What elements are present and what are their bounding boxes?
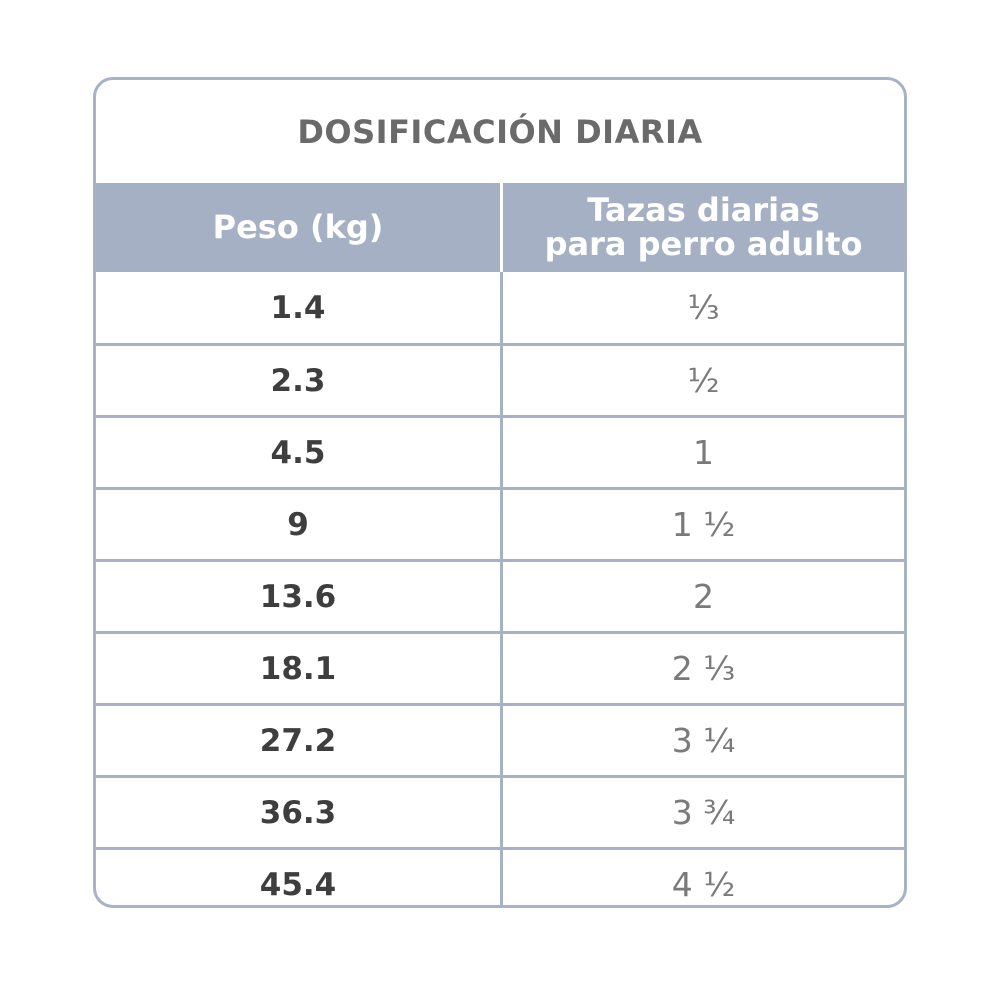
weight-cell: 2.3 [270, 362, 326, 399]
weight-cell: 9 [287, 506, 309, 543]
cups-cell: 1 [500, 418, 904, 487]
dosage-table-card: DOSIFICACIÓN DIARIA Peso (kg) Tazas diar… [93, 77, 907, 908]
weight-cell: 1.4 [270, 289, 326, 326]
header-weight: Peso (kg) [212, 207, 384, 246]
table-row: 36.3 3 ¾ [96, 775, 904, 847]
weight-cell: 45.4 [259, 866, 337, 903]
table-row: 18.1 2 ⅓ [96, 631, 904, 703]
table-row: 2.3 ½ [96, 343, 904, 415]
cups-cell: 2 ⅓ [500, 634, 904, 703]
table-body: 1.4 ⅓ 2.3 ½ 4.5 1 9 1 ½ 13.6 2 18.1 2 ⅓ … [96, 272, 904, 905]
cups-cell: ½ [500, 346, 904, 415]
table-row: 13.6 2 [96, 559, 904, 631]
weight-cell: 36.3 [259, 794, 337, 831]
header-cups-line2: para perro adulto [544, 224, 863, 263]
weight-cell: 18.1 [259, 650, 337, 687]
table-row: 4.5 1 [96, 415, 904, 487]
cups-cell: 3 ¼ [500, 706, 904, 775]
table-header-row: Peso (kg) Tazas diarias para perro adult… [96, 183, 904, 272]
weight-cell: 27.2 [259, 722, 337, 759]
header-cups: Tazas diarias para perro adulto [500, 183, 904, 272]
cups-cell: 3 ¾ [500, 778, 904, 847]
cups-cell: ⅓ [500, 272, 904, 343]
weight-cell: 4.5 [270, 434, 326, 471]
cups-cell: 4 ½ [500, 850, 904, 905]
weight-cell: 13.6 [259, 578, 337, 615]
cups-cell: 2 [500, 562, 904, 631]
table-row: 1.4 ⅓ [96, 272, 904, 343]
table-row: 9 1 ½ [96, 487, 904, 559]
table-row: 45.4 4 ½ [96, 847, 904, 905]
table-title: DOSIFICACIÓN DIARIA [297, 112, 703, 151]
cups-cell: 1 ½ [500, 490, 904, 559]
header-cups-line1: Tazas diarias [587, 190, 820, 229]
table-row: 27.2 3 ¼ [96, 703, 904, 775]
